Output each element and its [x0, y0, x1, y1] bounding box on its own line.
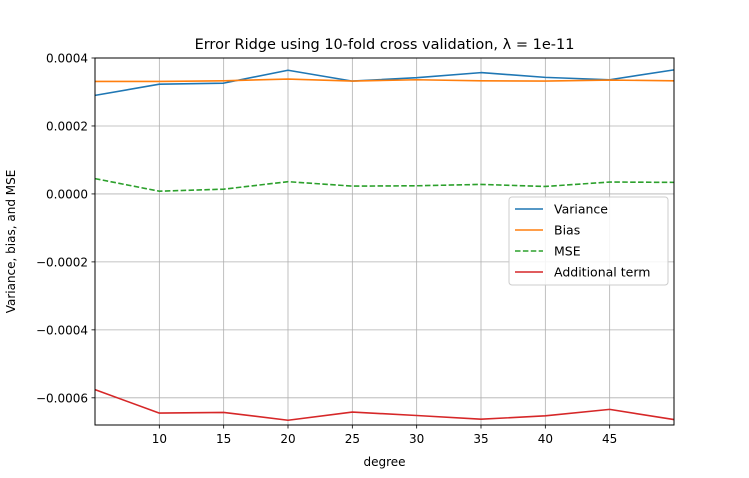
x-tick-label: 25 [345, 432, 360, 446]
legend-box [508, 196, 669, 286]
x-tick-label: 30 [409, 432, 424, 446]
legend-label-variance: Variance [554, 202, 608, 217]
y-tick-label: 0.0000 [46, 187, 88, 201]
x-axis: 10 15 20 25 30 35 40 45 [152, 425, 617, 446]
x-tick-label: 40 [538, 432, 553, 446]
x-tick-label: 20 [280, 432, 295, 446]
y-tick-label: −0.0002 [36, 255, 88, 269]
y-tick-label: −0.0006 [36, 391, 88, 405]
series-line-variance [94, 69, 675, 97]
y-tick-label: −0.0004 [36, 323, 88, 337]
legend: Variance Bias MSE Additional term [508, 196, 669, 286]
series-line-mse [94, 177, 675, 193]
legend-label-bias: Bias [554, 223, 580, 238]
legend-label-mse: MSE [554, 244, 581, 259]
y-axis: 0.0004 0.0002 0.0000 −0.0002 −0.0004 −0.0006 [36, 52, 95, 405]
series-line-additional-term [94, 388, 675, 422]
series-layer [94, 69, 675, 422]
y-tick-label: 0.0002 [46, 119, 88, 133]
plot-frame [94, 57, 675, 426]
chart-title: Error Ridge using 10-fold cross validati… [195, 37, 575, 53]
x-tick-label: 15 [216, 432, 231, 446]
x-tick-label: 35 [473, 432, 488, 446]
legend-label-additional-term: Additional term [554, 265, 650, 280]
x-axis-title: degree [363, 455, 405, 469]
x-tick-label: 45 [602, 432, 617, 446]
y-axis-title: Variance, bias, and MSE [4, 170, 18, 314]
series-line-bias [95, 78, 675, 83]
x-tick-label: 10 [152, 432, 167, 446]
y-tick-label: 0.0004 [46, 52, 88, 66]
